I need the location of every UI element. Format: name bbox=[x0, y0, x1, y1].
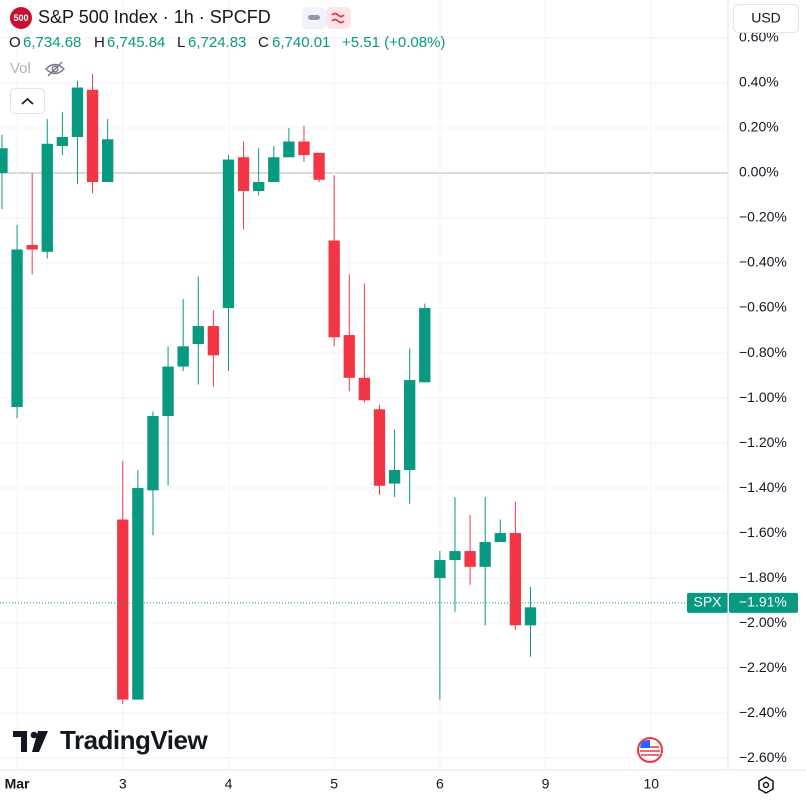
y-tick-label: −0.20% bbox=[739, 209, 787, 225]
y-tick-label: −0.40% bbox=[739, 254, 787, 270]
candle-body bbox=[449, 551, 461, 561]
candles bbox=[0, 74, 728, 705]
collapse-icon bbox=[21, 97, 34, 105]
candle-body bbox=[313, 152, 325, 180]
candle-body bbox=[494, 533, 506, 543]
candle-body bbox=[343, 335, 355, 378]
ohlc-value: 6,724.83 bbox=[188, 34, 246, 51]
y-tick-label: 0.40% bbox=[739, 74, 779, 90]
last-price-label: −1.91% bbox=[739, 594, 787, 610]
ohlc-change: +5.51 (+0.08%) bbox=[342, 34, 445, 51]
ohlc-label: C bbox=[258, 34, 269, 51]
candle-body bbox=[298, 141, 310, 156]
ohlc-label: H bbox=[94, 34, 105, 51]
last-price-tag bbox=[729, 592, 798, 613]
collapse-button[interactable] bbox=[10, 88, 45, 114]
y-tick-label: −1.20% bbox=[739, 434, 787, 450]
symbol-tag-label: SPX bbox=[693, 594, 722, 610]
symbol-tag bbox=[687, 592, 728, 613]
x-tick-label: 5 bbox=[330, 776, 338, 792]
candle-body bbox=[268, 157, 280, 183]
currency-label: USD bbox=[751, 10, 781, 26]
flag-canton bbox=[640, 739, 650, 748]
candle-body bbox=[192, 326, 204, 345]
axes: 0.60%0.40%0.20%0.00%−0.20%−0.40%−0.60%−0… bbox=[5, 29, 798, 792]
x-tick-label: 3 bbox=[119, 776, 127, 792]
candle-body bbox=[222, 159, 235, 309]
y-tick-label: −1.80% bbox=[739, 569, 787, 585]
ohlc-label: L bbox=[177, 34, 185, 51]
status-icon bbox=[308, 15, 320, 20]
brand-name: TradingView bbox=[60, 725, 208, 755]
candle-body bbox=[253, 182, 265, 192]
candle-body bbox=[328, 240, 340, 338]
y-tick-label: −1.00% bbox=[739, 389, 787, 405]
settings-icon[interactable] bbox=[758, 776, 774, 794]
chart-title: S&P 500 Index · 1h · SPCFD bbox=[38, 7, 271, 27]
volume-label: Vol bbox=[10, 60, 31, 77]
y-tick-label: 0.20% bbox=[739, 119, 779, 135]
x-tick-label: Mar bbox=[5, 776, 30, 792]
x-tick-label: 10 bbox=[643, 776, 659, 792]
candle-body bbox=[132, 488, 144, 700]
y-tick-label: −2.20% bbox=[739, 659, 787, 675]
y-tick-label: −2.60% bbox=[739, 749, 787, 765]
candle-body bbox=[117, 519, 129, 700]
candle-body bbox=[434, 560, 446, 579]
status-icon bbox=[331, 12, 345, 24]
candle-body bbox=[419, 308, 431, 383]
x-tick-label: 6 bbox=[436, 776, 444, 792]
x-tick-label: 9 bbox=[542, 776, 550, 792]
y-tick-label: −1.60% bbox=[739, 524, 787, 540]
candle-body bbox=[479, 542, 491, 567]
candle-body bbox=[207, 326, 220, 356]
y-tick-label: −1.40% bbox=[739, 479, 787, 495]
candle-body bbox=[404, 380, 416, 471]
y-tick-label: 0.00% bbox=[739, 164, 779, 180]
candle-body bbox=[162, 366, 174, 417]
candle-body bbox=[86, 89, 99, 183]
y-tick-label: −0.60% bbox=[739, 299, 787, 315]
y-tick-label: −0.80% bbox=[739, 344, 787, 360]
ohlc-value: 6,734.68 bbox=[23, 34, 81, 51]
candle-body bbox=[524, 607, 537, 626]
status-chip[interactable] bbox=[326, 7, 351, 29]
y-tick-label: −2.40% bbox=[739, 704, 787, 720]
candle-body bbox=[56, 137, 69, 147]
symbol-logo bbox=[10, 7, 32, 29]
candle-body bbox=[237, 157, 250, 192]
y-tick-label: −2.00% bbox=[739, 614, 787, 630]
candle-body bbox=[26, 245, 38, 250]
visibility-icon[interactable] bbox=[45, 61, 65, 77]
x-tick-label: 4 bbox=[225, 776, 233, 792]
candle-body bbox=[147, 416, 159, 491]
candle-body bbox=[102, 139, 114, 183]
currency-button[interactable] bbox=[733, 4, 799, 33]
candle-body bbox=[41, 143, 53, 252]
brand-logo bbox=[13, 731, 48, 752]
candle-body bbox=[283, 141, 295, 158]
ohlc-value: 6,740.01 bbox=[272, 34, 330, 51]
candle-body bbox=[0, 148, 8, 174]
candle-body bbox=[509, 533, 522, 626]
symbol-logo-text: 500 bbox=[13, 13, 28, 23]
candle-body bbox=[358, 377, 371, 401]
candle-body bbox=[464, 551, 476, 567]
candle-body bbox=[373, 409, 386, 486]
ohlc-label: O bbox=[9, 34, 21, 51]
candle-body bbox=[71, 87, 84, 138]
settings-icon-center bbox=[762, 781, 770, 789]
candle-body bbox=[177, 346, 189, 367]
ohlc-value: 6,745.84 bbox=[107, 34, 165, 51]
candle-body bbox=[11, 249, 23, 408]
candle-body bbox=[388, 470, 401, 484]
